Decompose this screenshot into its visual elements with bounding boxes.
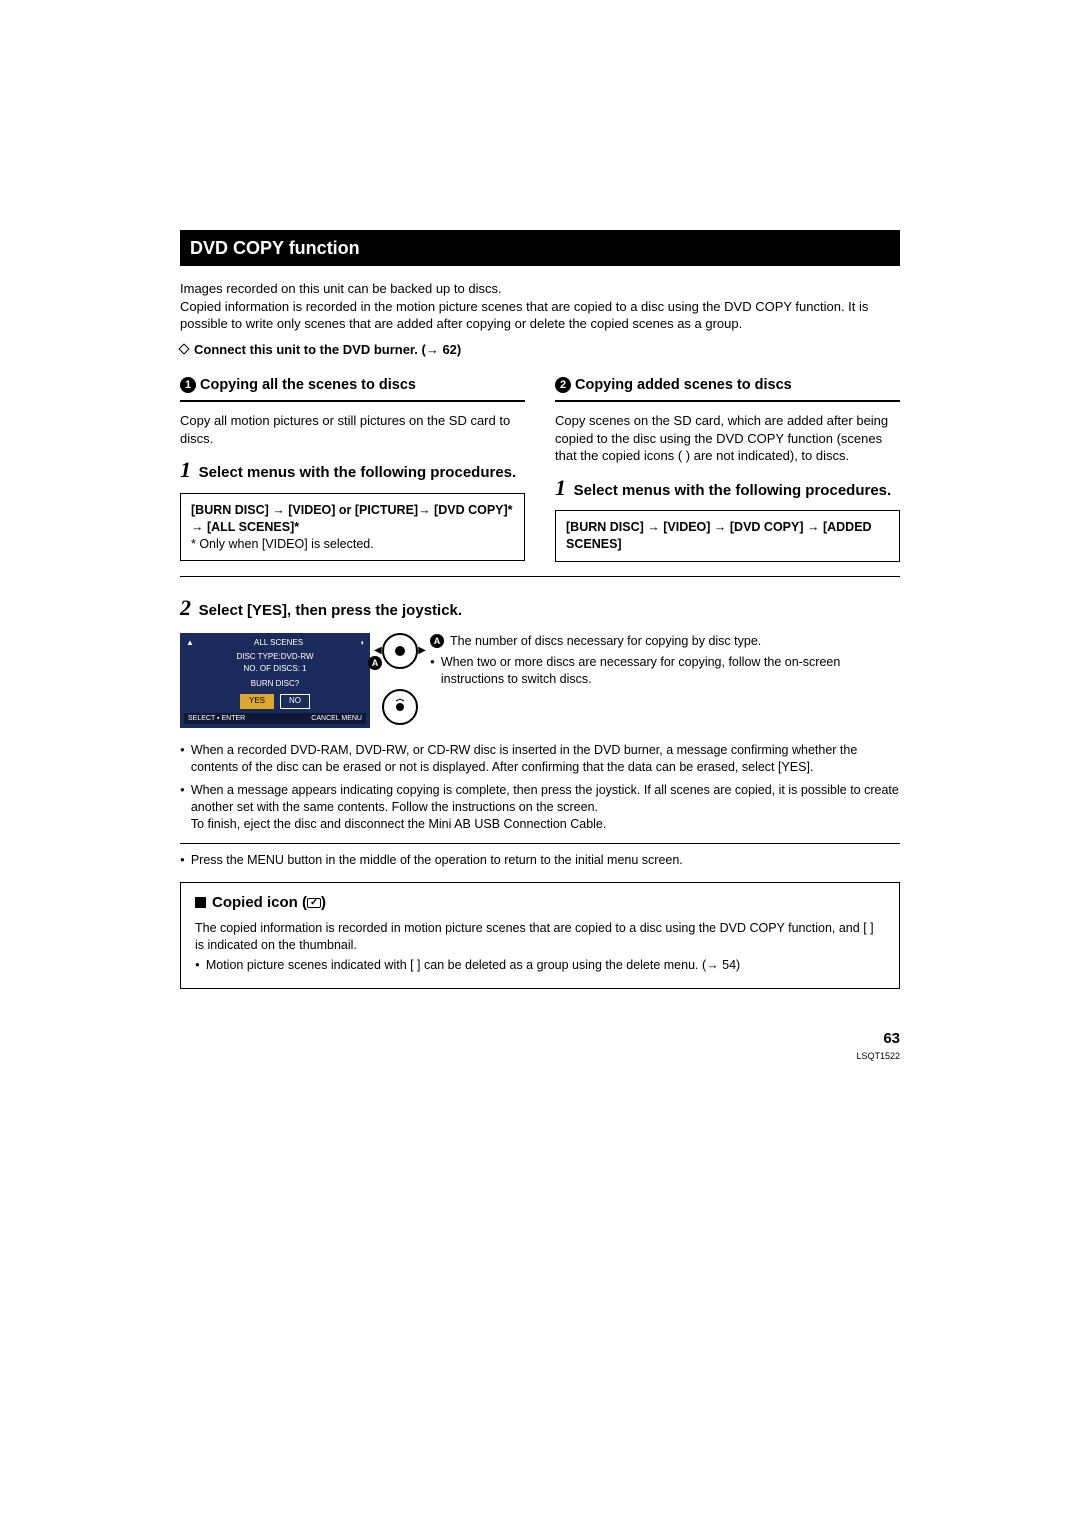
joystick-icons: ◀ ▶ bbox=[382, 633, 418, 725]
note-b: ● When two or more discs are necessary f… bbox=[430, 654, 900, 688]
intro-paragraph: Images recorded on this unit can be back… bbox=[180, 280, 900, 333]
left-menu-path: [BURN DISC] → [VIDEO] or [PICTURE]→ [DVD… bbox=[191, 502, 514, 536]
left-description: Copy all motion pictures or still pictur… bbox=[180, 412, 525, 447]
mid-bullet-2: When a message appears indicating copyin… bbox=[180, 782, 900, 833]
intro-line-2: Copied information is recorded in the mo… bbox=[180, 299, 868, 332]
joystick-left-arrow-icon: ◀ bbox=[374, 644, 382, 658]
circled-2-icon: 2 bbox=[555, 377, 571, 393]
copied-icon-info-box: Copied icon () The copied information is… bbox=[180, 882, 900, 989]
device-buttons: YES NO bbox=[184, 694, 366, 709]
divider bbox=[180, 843, 900, 844]
info-bullet-text: Motion picture scenes indicated with [ ]… bbox=[206, 957, 740, 974]
black-square-icon bbox=[195, 897, 206, 908]
joystick-press-icon bbox=[382, 689, 418, 725]
device-screen-topbar: ▲ ALL SCENES ◑ bbox=[184, 637, 366, 650]
device-screen: ▲ ALL SCENES ◑ DISC TYPE:DVD-RW NO. OF D… bbox=[180, 633, 370, 728]
note-a: A The number of discs necessary for copy… bbox=[430, 633, 900, 650]
callout-a-label: A bbox=[368, 656, 382, 670]
two-column-block: 1Copying all the scenes to discs Copy al… bbox=[180, 376, 900, 577]
info-bullet: Motion picture scenes indicated with [ ]… bbox=[195, 957, 885, 974]
connect-instruction: Connect this unit to the DVD burner. (→ … bbox=[180, 341, 900, 359]
mid-bullet-2-text: When a message appears indicating copyin… bbox=[191, 782, 900, 833]
menu-return-text: Press the MENU button in the middle of t… bbox=[191, 852, 683, 869]
mid-bullet-1-text: When a recorded DVD-RAM, DVD-RW, or CD-R… bbox=[191, 742, 900, 776]
burn-question: BURN DISC? bbox=[184, 679, 366, 690]
diamond-icon bbox=[178, 343, 189, 354]
note-b-text: When two or more discs are necessary for… bbox=[441, 654, 900, 688]
info-heading-text: Copied icon () bbox=[212, 894, 326, 911]
step-number-1: 1 bbox=[180, 457, 191, 482]
info-text: The copied information is recorded in mo… bbox=[195, 920, 885, 954]
no-discs-line: NO. OF DISCS: 1 bbox=[184, 664, 366, 675]
no-button[interactable]: NO bbox=[280, 694, 310, 709]
left-step-1: 1 Select menus with the following proced… bbox=[180, 455, 525, 485]
eject-icon: ▲ bbox=[186, 638, 194, 649]
left-menu-box: [BURN DISC] → [VIDEO] or [PICTURE]→ [DVD… bbox=[180, 493, 525, 562]
page-number: 63 bbox=[180, 1029, 900, 1049]
footer-select: SELECT ▪ ENTER bbox=[188, 714, 245, 723]
right-column: 2Copying added scenes to discs Copy scen… bbox=[555, 376, 900, 562]
disc-type-line: DISC TYPE:DVD-RW bbox=[184, 652, 366, 663]
footer-cancel: CANCEL MENU bbox=[311, 714, 362, 723]
step2-text: Select [YES], then press the joystick. bbox=[199, 602, 462, 619]
device-screen-title: ALL SCENES bbox=[250, 638, 303, 649]
note-a-text: The number of discs necessary for copyin… bbox=[450, 633, 761, 650]
connect-text: Connect this unit to the DVD burner. (→ … bbox=[194, 342, 461, 357]
right-column-heading: 2Copying added scenes to discs bbox=[555, 376, 900, 402]
copied-icon bbox=[307, 898, 321, 908]
right-step-label: Select menus with the following procedur… bbox=[574, 482, 892, 499]
joystick-direction-icon: ◀ ▶ bbox=[382, 633, 418, 669]
info-heading: Copied icon () bbox=[195, 893, 885, 913]
left-heading-text: Copying all the scenes to discs bbox=[200, 377, 416, 393]
right-menu-box: [BURN DISC] → [VIDEO] → [DVD COPY] → [AD… bbox=[555, 510, 900, 562]
step-number-1b: 1 bbox=[555, 475, 566, 500]
menu-return-bullet: Press the MENU button in the middle of t… bbox=[180, 852, 900, 869]
callout-a-icon: A bbox=[430, 634, 444, 648]
left-menu-footnote: * Only when [VIDEO] is selected. bbox=[191, 536, 514, 553]
screenshot-row: ▲ ALL SCENES ◑ DISC TYPE:DVD-RW NO. OF D… bbox=[180, 633, 900, 728]
right-step-1: 1 Select menus with the following proced… bbox=[555, 473, 900, 503]
section-title-text: DVD COPY function bbox=[190, 238, 360, 258]
screenshot-notes: A The number of discs necessary for copy… bbox=[430, 633, 900, 688]
mid-bullets: When a recorded DVD-RAM, DVD-RW, or CD-R… bbox=[180, 742, 900, 832]
bullet-icon: ● bbox=[430, 657, 435, 688]
right-description: Copy scenes on the SD card, which are ad… bbox=[555, 412, 900, 465]
right-heading-text: Copying added scenes to discs bbox=[575, 377, 792, 393]
document-code: LSQT1522 bbox=[180, 1050, 900, 1062]
yes-button[interactable]: YES bbox=[240, 694, 274, 709]
step-2: 2 Select [YES], then press the joystick. bbox=[180, 593, 900, 623]
device-footer: SELECT ▪ ENTER CANCEL MENU bbox=[184, 713, 366, 724]
mid-bullet-1: When a recorded DVD-RAM, DVD-RW, or CD-R… bbox=[180, 742, 900, 776]
left-column-heading: 1Copying all the scenes to discs bbox=[180, 376, 525, 402]
left-step-label: Select menus with the following procedur… bbox=[199, 464, 517, 481]
disc-icon: ◑ bbox=[359, 638, 364, 649]
left-column: 1Copying all the scenes to discs Copy al… bbox=[180, 376, 525, 562]
right-menu-path: [BURN DISC] → [VIDEO] → [DVD COPY] → [AD… bbox=[566, 519, 889, 553]
circled-1-icon: 1 bbox=[180, 377, 196, 393]
section-header: DVD COPY function bbox=[180, 230, 900, 266]
intro-line-1: Images recorded on this unit can be back… bbox=[180, 281, 502, 296]
device-screen-wrap: ▲ ALL SCENES ◑ DISC TYPE:DVD-RW NO. OF D… bbox=[180, 633, 370, 728]
step-number-2: 2 bbox=[180, 595, 191, 620]
joystick-right-arrow-icon: ▶ bbox=[418, 644, 426, 658]
